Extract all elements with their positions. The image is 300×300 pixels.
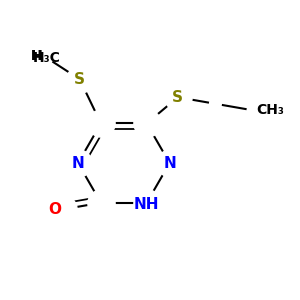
Text: S: S <box>74 72 85 87</box>
Text: S: S <box>172 90 183 105</box>
Text: N: N <box>72 156 84 171</box>
Text: H: H <box>30 50 42 63</box>
Text: H: H <box>30 50 42 63</box>
Text: O: O <box>49 202 62 217</box>
Text: H₃C: H₃C <box>33 51 61 65</box>
Text: CH₃: CH₃ <box>256 103 284 117</box>
Text: NH: NH <box>134 197 160 212</box>
Text: N: N <box>163 156 176 171</box>
